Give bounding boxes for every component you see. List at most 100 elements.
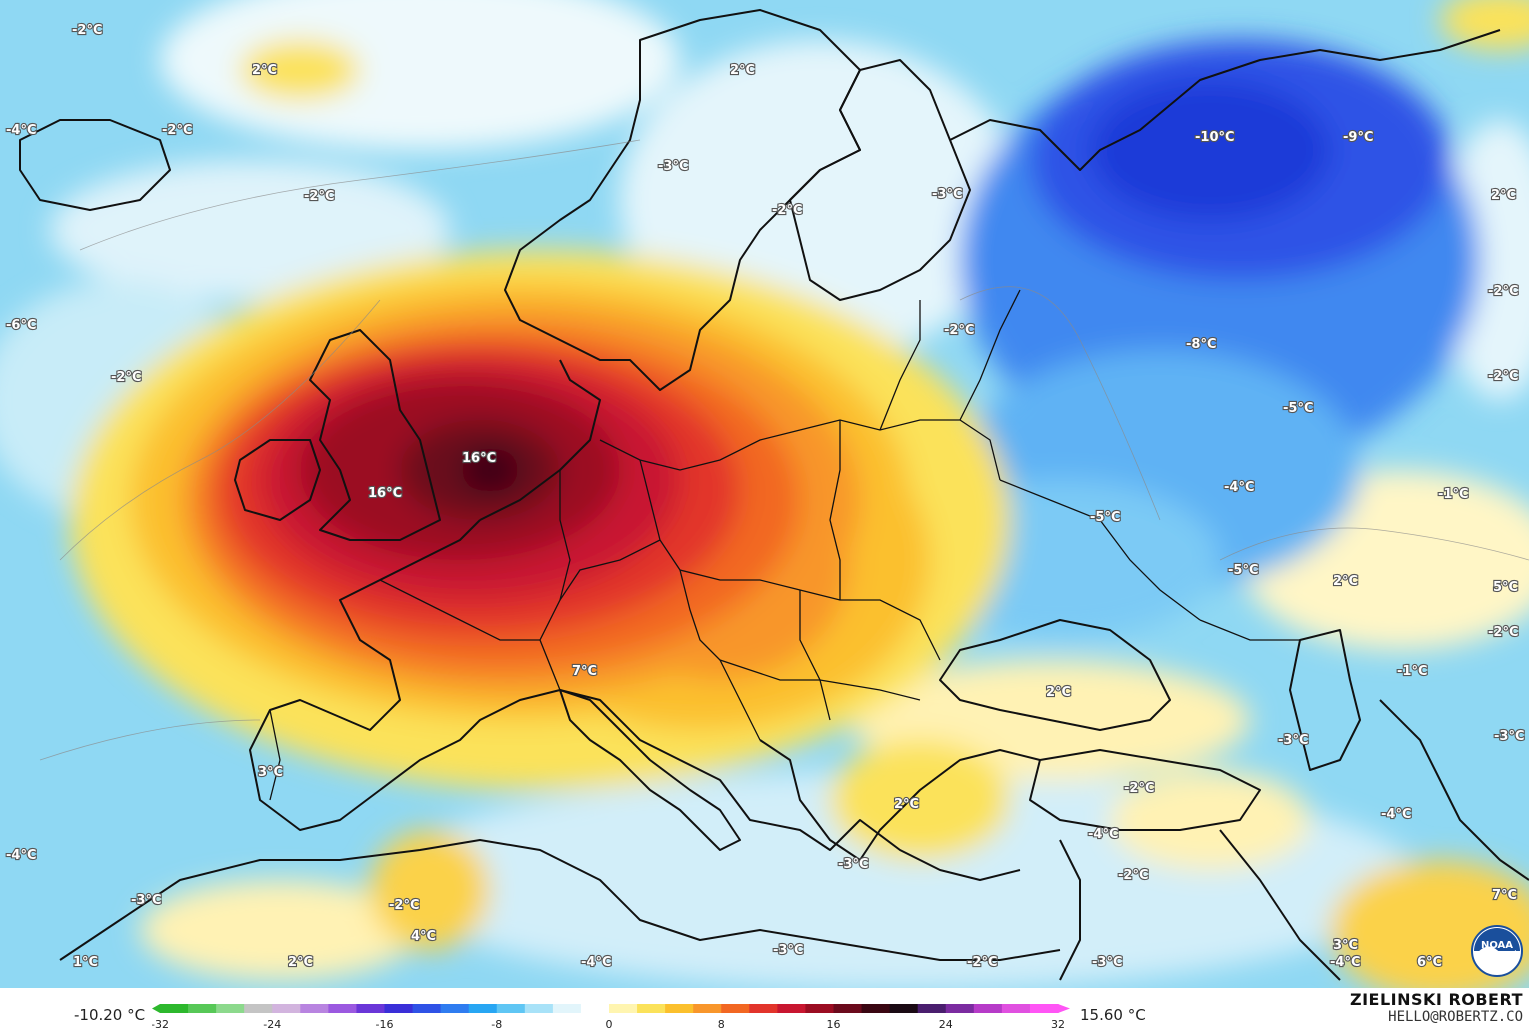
temp-label: -3°C — [1278, 733, 1308, 748]
colorbar-swatch — [749, 1004, 778, 1013]
temp-label: 3°C — [1333, 938, 1358, 953]
colorbar-tick-label: 24 — [939, 1018, 953, 1031]
temp-label: -10°C — [1195, 130, 1235, 145]
colorbar-swatch — [721, 1004, 750, 1013]
temp-label: -2°C — [389, 898, 419, 913]
colorbar-swatch — [524, 1004, 554, 1013]
colorbar-swatch — [384, 1004, 414, 1013]
colorbar-swatch — [833, 1004, 863, 1013]
colorbar-swatch — [440, 1004, 470, 1013]
colorbar-swatch — [609, 1004, 638, 1013]
colorbar-swatch — [552, 1004, 582, 1013]
temp-label: -2°C — [1124, 781, 1154, 796]
colorbar: -32 -24 -16 -8 0 8 16 24 32 — [152, 1004, 1070, 1031]
temp-label: 3°C — [258, 765, 283, 780]
temp-label: 2°C — [252, 63, 277, 78]
temp-label: -4°C — [1224, 480, 1254, 495]
contour-lines — [39, 139, 1529, 761]
colorbar-swatch — [973, 1004, 1003, 1013]
temp-label: -2°C — [1488, 369, 1518, 384]
author-credit: ZIELINSKI ROBERT HELLO@ROBERTZ.CO — [1350, 990, 1523, 1025]
colorbar-swatch — [216, 1004, 245, 1013]
legend-max-value: 15.60 °C — [1080, 1006, 1146, 1024]
colorbar-tick-label: 0 — [606, 1018, 613, 1031]
colorbar-swatch — [468, 1004, 498, 1013]
temp-label: -3°C — [773, 943, 803, 958]
colorbar-swatch — [496, 1004, 526, 1013]
temp-label: -2°C — [1488, 284, 1518, 299]
colorbar-swatch — [188, 1004, 217, 1013]
temp-label: 16°C — [462, 451, 496, 466]
colorbar-swatch — [693, 1004, 722, 1013]
colorbar-swatch — [272, 1004, 301, 1013]
country-borders — [269, 289, 1300, 801]
temp-label: -5°C — [1283, 401, 1313, 416]
temp-label: 1°C — [73, 955, 98, 970]
temp-label: 16°C — [368, 486, 402, 501]
author-name: ZIELINSKI ROBERT — [1349, 990, 1523, 1009]
temp-label: -5°C — [1228, 563, 1258, 578]
temp-label: -4°C — [1330, 955, 1360, 970]
temp-label: -9°C — [1343, 130, 1373, 145]
temp-label: -3°C — [658, 159, 688, 174]
temp-label: -3°C — [838, 857, 868, 872]
temp-label: -8°C — [1186, 337, 1216, 352]
temp-label: -2°C — [944, 323, 974, 338]
temp-label: 2°C — [1491, 188, 1516, 203]
temp-label: 7°C — [1492, 888, 1517, 903]
colorbar-swatch — [665, 1004, 694, 1013]
temp-label: -2°C — [111, 370, 141, 385]
temp-label: -4°C — [6, 848, 36, 863]
colorbar-swatch — [328, 1004, 358, 1013]
colorbar-tick-label: -16 — [376, 1018, 394, 1031]
temperature-labels: -2°C 2°C -2°C -4°C -2°C -6°C -2°C 2°C -3… — [5, 22, 1526, 971]
temp-label: -1°C — [1438, 487, 1468, 502]
noaa-logo-icon: NOAA — [1470, 924, 1524, 978]
temp-label: 2°C — [1333, 574, 1358, 589]
temp-label: -4°C — [581, 955, 611, 970]
temp-label: -2°C — [162, 123, 192, 138]
colorbar-tick-label: -8 — [491, 1018, 502, 1031]
colorbar-tick-label: 16 — [827, 1018, 841, 1031]
temp-label: -4°C — [6, 123, 36, 138]
temp-label: 2°C — [288, 955, 313, 970]
colorbar-tick-label: 32 — [1051, 1018, 1065, 1031]
temp-label: -5°C — [1090, 510, 1120, 525]
temp-label: 6°C — [1417, 955, 1442, 970]
colorbar-swatch — [777, 1004, 807, 1013]
temp-label: 4°C — [411, 929, 436, 944]
colorbar-tick-label: 8 — [718, 1018, 725, 1031]
author-email: HELLO@ROBERTZ.CO — [1388, 1009, 1523, 1025]
temp-label: -4°C — [1381, 807, 1411, 822]
colorbar-tick-label: -32 — [152, 1018, 169, 1031]
anomaly-field — [0, 0, 1529, 988]
colorbar-max-arrow — [1058, 1004, 1070, 1013]
temp-label: 2°C — [894, 797, 919, 812]
temp-label: -3°C — [1092, 955, 1122, 970]
temp-label: 5°C — [1493, 580, 1518, 595]
temp-label: 2°C — [730, 63, 755, 78]
colorbar-tick-label: -24 — [263, 1018, 281, 1031]
temp-label: -2°C — [772, 203, 802, 218]
colorbar-swatch — [1001, 1004, 1031, 1013]
legend-bar: -10.20 °C -32 -24 -16 -8 0 8 16 24 32 15.60 °C Z… — [0, 988, 1529, 1035]
temp-label: -2°C — [72, 23, 102, 38]
colorbar-min-arrow — [152, 1004, 160, 1013]
coastlines — [19, 9, 1529, 981]
temp-label: -1°C — [1397, 664, 1427, 679]
colorbar-swatch — [945, 1004, 975, 1013]
colorbar-swatch — [637, 1004, 666, 1013]
colorbar-swatch — [580, 1004, 610, 1013]
svg-text:NOAA: NOAA — [1481, 940, 1513, 951]
map-canvas: -2°C 2°C -2°C -4°C -2°C -6°C -2°C 2°C -3… — [0, 0, 1529, 988]
colorbar-swatch — [861, 1004, 891, 1013]
colorbar-swatch — [917, 1004, 947, 1013]
temp-label: -6°C — [6, 318, 36, 333]
colorbar-swatch — [1029, 1004, 1059, 1013]
temp-label: -3°C — [932, 187, 962, 202]
temperature-map: -2°C 2°C -2°C -4°C -2°C -6°C -2°C 2°C -3… — [0, 0, 1529, 988]
temp-label: -2°C — [1488, 625, 1518, 640]
temp-label: -2°C — [304, 189, 334, 204]
colorbar-swatch — [805, 1004, 835, 1013]
temp-label: 2°C — [1046, 685, 1071, 700]
